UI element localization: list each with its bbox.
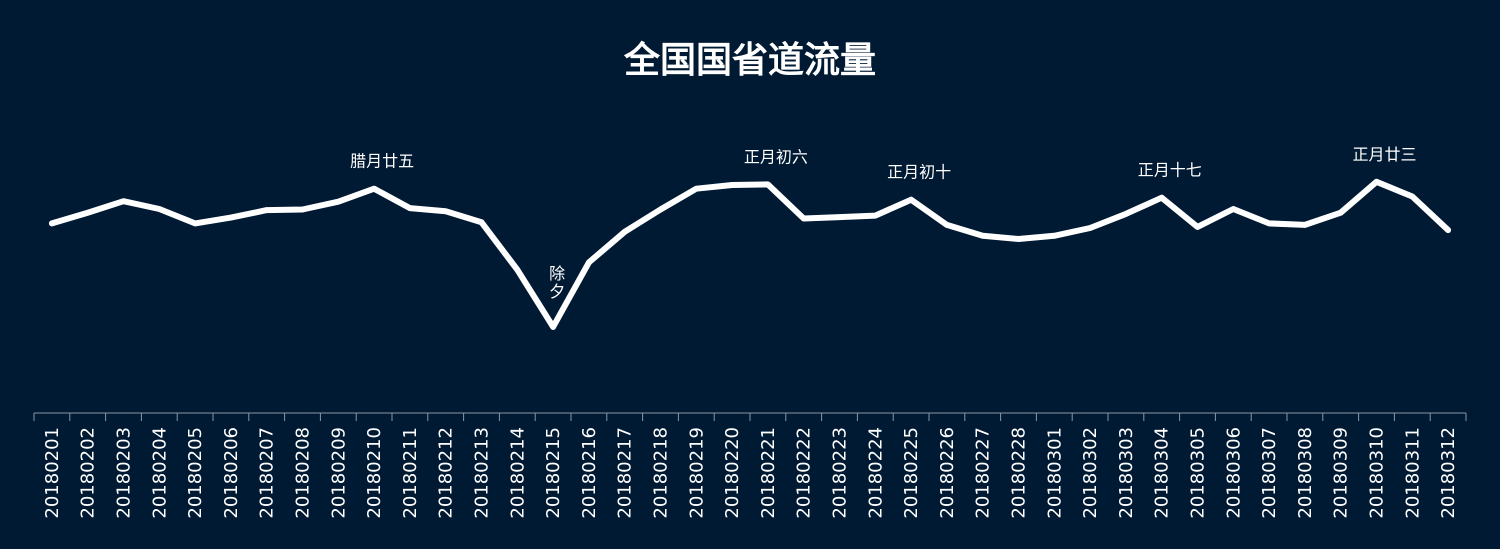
data-point: [514, 266, 521, 273]
data-point: [1445, 227, 1451, 233]
data-point: [872, 212, 879, 219]
x-tick-label: 20180227: [973, 427, 994, 519]
x-tick-label: 20180307: [1259, 427, 1280, 519]
data-point: [836, 214, 843, 220]
data-point: [1051, 233, 1058, 239]
chart-title: 全国国省道流量: [623, 39, 876, 81]
x-tick-label: 20180226: [937, 427, 958, 519]
data-point: [1409, 193, 1416, 200]
x-tick-label: 20180206: [221, 427, 242, 519]
x-tick-label: 20180214: [507, 427, 528, 519]
x-tick-label: 20180309: [1331, 427, 1352, 519]
data-point: [586, 259, 592, 266]
data-point: [800, 215, 807, 222]
data-point: [263, 207, 270, 213]
x-tick-label: 20180203: [114, 427, 135, 519]
data-point: [84, 209, 91, 216]
x-tick-label: 20180220: [722, 427, 743, 519]
x-tick-label: 20180311: [1402, 427, 1423, 519]
series-layer: [48, 178, 1452, 330]
x-tick-label: 20180218: [651, 427, 672, 519]
data-point: [478, 219, 485, 226]
data-point: [765, 181, 771, 188]
data-point: [1087, 225, 1093, 231]
data-point: [1266, 220, 1272, 227]
x-tick-label: 20180225: [901, 427, 922, 519]
data-point: [908, 196, 914, 203]
data-point: [1123, 211, 1129, 217]
x-tick-label: 20180305: [1188, 427, 1209, 519]
x-tick-label: 20180222: [794, 427, 815, 519]
x-tick-label: 20180212: [436, 427, 457, 519]
x-axis: 20180201 20180202 20180203 20180204 20180205…: [33, 412, 1467, 519]
x-tick-label: 20180202: [78, 427, 99, 519]
x-tick-label: 20180207: [257, 427, 278, 519]
data-point: [442, 208, 449, 215]
data-point: [156, 206, 163, 212]
annotation-label: 腊月廿五: [350, 152, 414, 171]
annotation-label: 正月初六: [744, 147, 808, 166]
data-point: [1230, 206, 1237, 212]
data-point: [621, 229, 628, 235]
x-tick-label: 20180201: [42, 427, 63, 519]
data-point: [371, 185, 377, 192]
data-point: [979, 233, 986, 239]
series-line: [48, 178, 1452, 330]
data-point: [1158, 194, 1165, 201]
x-tick-label: 20180221: [758, 427, 779, 519]
data-point: [1302, 222, 1308, 228]
x-tick-label: 20180204: [149, 427, 170, 519]
annotation-label: 正月初十: [887, 163, 951, 182]
x-tick-label: 20180210: [364, 427, 385, 519]
annotation-label: 正月十七: [1138, 161, 1202, 180]
x-tick-label: 20180306: [1223, 427, 1244, 519]
data-point: [407, 205, 413, 211]
data-point: [49, 220, 55, 227]
data-point: [729, 182, 735, 188]
data-point: [192, 220, 198, 227]
x-tick-label: 20180217: [615, 427, 636, 519]
data-point: [120, 198, 127, 204]
x-tick-label: 20180304: [1152, 427, 1173, 519]
x-tick-label: 20180223: [830, 427, 851, 519]
data-point: [657, 206, 664, 213]
data-point: [1194, 224, 1201, 230]
data-point: [228, 214, 234, 221]
x-tick-label: 20180213: [472, 427, 493, 519]
x-tick-label: 20180209: [328, 427, 349, 519]
x-tick-label: 20180303: [1116, 427, 1137, 519]
x-tick-label: 20180308: [1295, 427, 1316, 519]
x-tick-label: 20180208: [293, 427, 314, 519]
data-point: [944, 222, 950, 228]
x-tick-label: 20180216: [579, 427, 600, 519]
x-tick-label: 20180301: [1044, 427, 1065, 519]
data-point: [335, 198, 342, 205]
annotation-label: 正月廿三: [1352, 145, 1416, 164]
x-tick-label: 20180205: [185, 427, 206, 519]
x-tick-label: 20180302: [1080, 427, 1101, 519]
data-point: [1015, 236, 1022, 242]
annotation-label: 除夕: [549, 264, 565, 301]
x-tick-label: 20180224: [865, 427, 886, 519]
x-tick-label: 20180228: [1009, 427, 1030, 519]
data-point: [1337, 209, 1344, 216]
x-tick-label: 20180312: [1438, 427, 1459, 519]
x-tick-label: 20180215: [543, 427, 564, 519]
data-point: [299, 206, 306, 213]
data-point: [693, 185, 700, 192]
x-tick-label: 20180211: [400, 427, 421, 519]
data-point: [550, 324, 556, 330]
x-tick-label: 20180219: [686, 427, 707, 519]
data-point: [1373, 179, 1380, 185]
x-tick-label: 20180310: [1367, 427, 1388, 519]
